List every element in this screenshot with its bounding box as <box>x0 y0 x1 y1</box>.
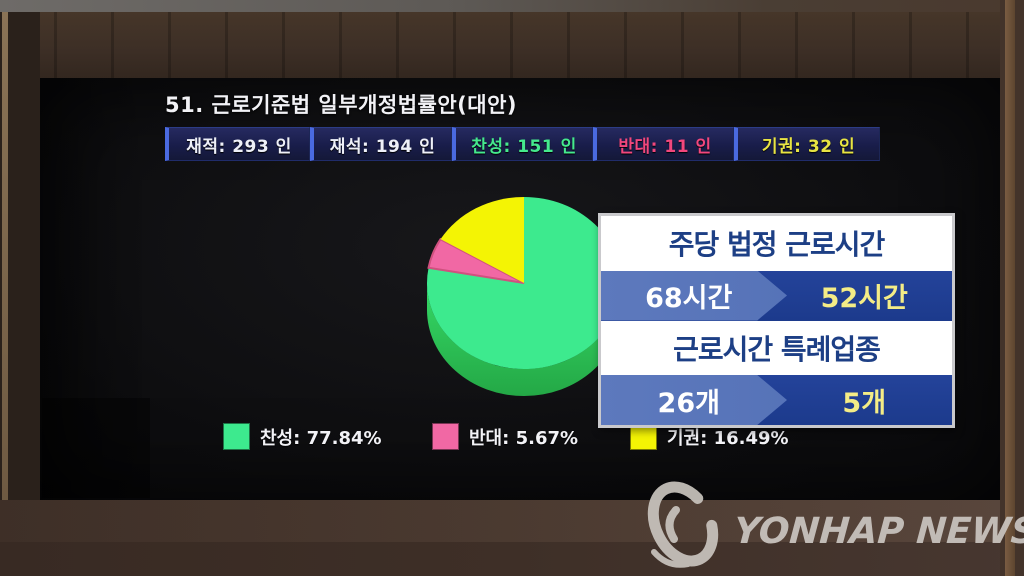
yonhap-watermark: YONHAP NEWS <box>640 472 1024 572</box>
beam-slats <box>0 12 1024 78</box>
wall-right <box>1000 0 1024 576</box>
legend-approve: 찬성: 77.84% <box>223 423 382 450</box>
legend-label: 기권: 16.49% <box>667 427 789 449</box>
vote-box-label: 찬성: 151 인 <box>471 136 577 157</box>
vote-box-enrolled: 재적: 293 인 <box>165 127 310 161</box>
banner-special-industries: 26개 5개 <box>601 375 952 425</box>
vote-box-oppose: 반대: 11 인 <box>593 127 734 161</box>
screen-dark-patch <box>42 398 150 498</box>
bill-title: 51. 근로기준법 일부개정법률안(대안) <box>165 93 517 117</box>
value-after: 5개 <box>842 387 887 419</box>
wall-bottom <box>0 500 1024 576</box>
wall-right-edge <box>1005 0 1015 576</box>
transition-chevron-icon <box>601 270 788 321</box>
vote-box-abstain: 기권: 32 인 <box>734 127 880 161</box>
wall-left <box>0 12 40 576</box>
wall-left-edge <box>2 12 8 576</box>
yonhap-wordmark: YONHAP NEWS <box>732 510 1024 552</box>
legend-oppose: 반대: 5.67% <box>432 423 578 450</box>
vote-box-present: 재석: 194 인 <box>310 127 452 161</box>
value-after: 52시간 <box>820 283 908 314</box>
wall-top-strip <box>0 0 1024 12</box>
vote-box-label: 기권: 32 인 <box>761 136 856 157</box>
value-before: 26개 <box>657 387 720 419</box>
transition-chevron-icon <box>601 375 788 425</box>
legend-label: 찬성: 77.84% <box>260 427 382 449</box>
yonhap-logo-icon <box>647 481 719 568</box>
legend-label: 반대: 5.67% <box>469 427 579 449</box>
reform-summary-card: 주당 법정 근로시간 68시간 52시간 근로시간 특례업종 26개 5개 <box>598 213 955 428</box>
card-title-special-industries: 근로시간 특례업종 <box>673 332 881 366</box>
wooden-beam <box>0 12 1024 78</box>
vote-result-pie-chart <box>427 197 622 396</box>
banner-weekly-hours: 68시간 52시간 <box>601 270 952 321</box>
approve-swatch-icon <box>223 423 250 450</box>
screen-shade <box>40 78 150 500</box>
oppose-swatch-icon <box>432 423 459 450</box>
value-before: 68시간 <box>645 283 733 314</box>
card-title-weekly-hours: 주당 법정 근로시간 <box>668 228 886 262</box>
wall-bottom-band <box>0 500 1024 542</box>
vote-box-approve: 찬성: 151 인 <box>452 127 593 161</box>
vote-box-label: 반대: 11 인 <box>618 136 712 157</box>
vote-summary-row: 재적: 293 인 재석: 194 인 찬성: 151 인 반대: 11 인 기… <box>165 127 880 161</box>
vote-box-label: 재석: 194 인 <box>329 136 436 157</box>
vote-box-label: 재적: 293 인 <box>186 136 292 157</box>
